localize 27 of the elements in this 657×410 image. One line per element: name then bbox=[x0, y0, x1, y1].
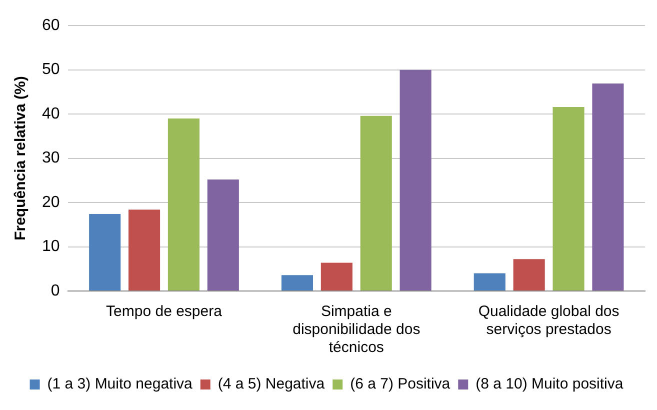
legend-label: (4 a 5) Negativa bbox=[218, 376, 326, 393]
bar bbox=[168, 118, 200, 290]
x-tick-label: Tempo de espera bbox=[106, 303, 223, 320]
y-tick-label: 40 bbox=[42, 105, 60, 122]
bar bbox=[320, 262, 352, 290]
y-tick-label: 50 bbox=[42, 61, 60, 78]
x-tick-label: Simpatia e disponibilidade dos técnicos bbox=[292, 303, 420, 356]
bar bbox=[474, 273, 506, 290]
y-tick-label: 30 bbox=[42, 150, 60, 167]
y-axis-title: Frequência relativa (%) bbox=[12, 76, 30, 240]
bar bbox=[360, 116, 392, 290]
bar bbox=[207, 180, 239, 290]
bar bbox=[281, 275, 314, 290]
bar bbox=[128, 210, 160, 290]
x-tick-label: Qualidade global dos serviços prestados bbox=[478, 303, 620, 338]
legend-label: (1 a 3) Muito negativa bbox=[47, 376, 194, 393]
bar bbox=[89, 214, 121, 290]
bar bbox=[513, 259, 545, 290]
y-tick-label: 0 bbox=[50, 282, 60, 300]
legend-label: (8 a 10) Muito positiva bbox=[476, 376, 624, 393]
bar bbox=[400, 70, 432, 290]
bar bbox=[552, 106, 584, 290]
y-tick-label: 10 bbox=[42, 238, 60, 256]
bar bbox=[592, 84, 624, 290]
legend-label: (6 a 7) Positiva bbox=[350, 376, 451, 393]
y-tick-label: 60 bbox=[42, 17, 60, 34]
y-tick-label: 20 bbox=[42, 194, 60, 211]
